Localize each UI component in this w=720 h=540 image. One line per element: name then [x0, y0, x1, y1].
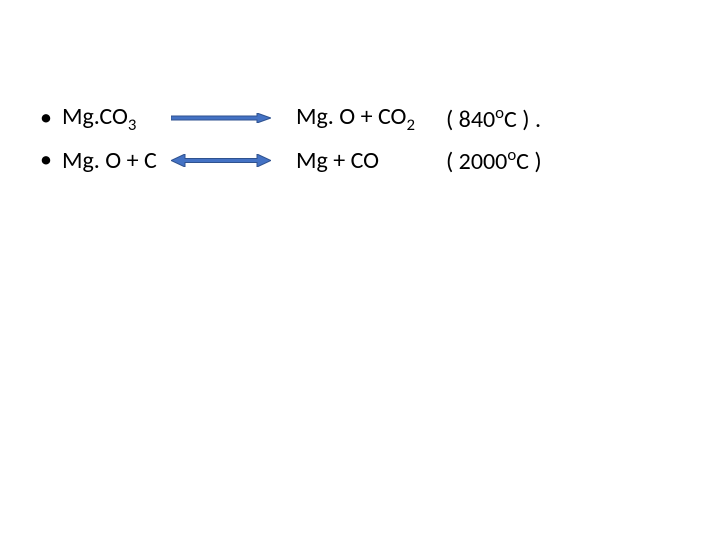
slide-content: • Mg.CO3 Mg. O + CO2 ( 840oC ) . • Mg. O…: [0, 0, 720, 178]
bullet-icon: •: [40, 148, 52, 172]
arrow-cell: [166, 154, 276, 167]
reaction-row: • Mg. O + C Mg + CO ( 2000oC ): [40, 142, 680, 178]
reaction-row: • Mg.CO3 Mg. O + CO2 ( 840oC ) .: [40, 100, 680, 136]
reactant-text: Mg.CO3: [62, 102, 174, 135]
double-arrow-icon: [171, 154, 271, 167]
temperature-text: ( 840oC ) .: [446, 102, 541, 134]
bullet-icon: •: [40, 106, 52, 130]
product-text: Mg. O + CO2: [296, 102, 446, 135]
product-text: Mg + CO: [296, 146, 446, 175]
temperature-text: ( 2000oC ): [446, 144, 542, 176]
arrow-cell: [166, 113, 276, 123]
reactant-text: Mg. O + C: [62, 146, 174, 175]
right-arrow-icon: [171, 113, 271, 123]
